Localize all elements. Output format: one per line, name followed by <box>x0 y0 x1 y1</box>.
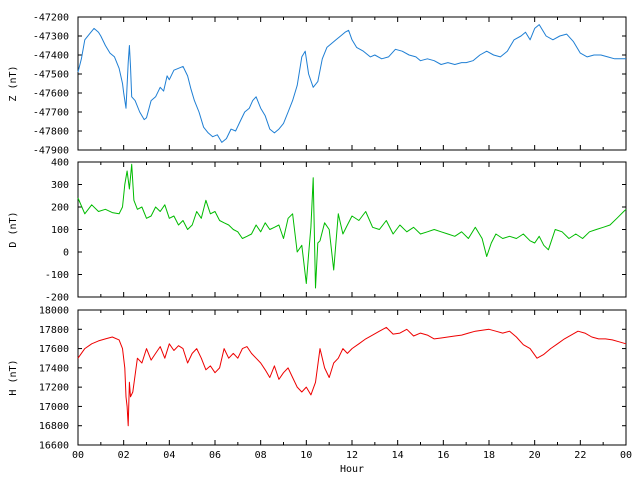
y-tick-label: 17400 <box>39 363 69 374</box>
y-tick-label: -47700 <box>33 108 69 119</box>
y-tick-label: -47300 <box>33 32 69 43</box>
y-tick-label: 100 <box>51 225 69 236</box>
y-tick-label: 17200 <box>39 383 69 394</box>
y-tick-label: -47800 <box>33 127 69 138</box>
y-tick-label: -47600 <box>33 89 69 100</box>
y-tick-label: 400 <box>51 158 69 169</box>
x-tick-label: 16 <box>437 450 449 461</box>
y-tick-label: 17600 <box>39 344 69 355</box>
y-tick-label: -100 <box>45 270 69 281</box>
y-axis-label: H (nT) <box>8 359 19 395</box>
x-tick-label: 10 <box>300 450 312 461</box>
y-tick-label: -47200 <box>33 13 69 24</box>
y-tick-label: 18000 <box>39 306 69 317</box>
panel-frame <box>77 309 627 446</box>
y-tick-label: 17800 <box>39 325 69 336</box>
panel-2: 18000 17800 17600 17400 17200 17000 16800 16600… <box>8 306 627 452</box>
x-tick-label: 00 <box>620 450 632 461</box>
x-tick-label: 08 <box>255 450 267 461</box>
series-line <box>77 163 627 289</box>
y-tick-label: 16600 <box>39 441 69 452</box>
y-tick-label: -47400 <box>33 51 69 62</box>
panel-frame <box>77 16 627 151</box>
y-tick-label: 300 <box>51 180 69 191</box>
y-tick-label: 200 <box>51 203 69 214</box>
x-axis-label: Hour <box>340 464 364 475</box>
x-tick-label: 06 <box>209 450 221 461</box>
x-tick-label: 02 <box>118 450 130 461</box>
x-tick-label: 14 <box>392 450 404 461</box>
panel-frame <box>77 161 627 298</box>
y-tick-label: -47900 <box>33 146 69 157</box>
x-tick-label: 22 <box>574 450 586 461</box>
x-tick-label: 04 <box>163 450 175 461</box>
series-line <box>77 326 627 427</box>
y-axis-label: D (nT) <box>8 211 19 247</box>
y-tick-label: -200 <box>45 293 69 304</box>
x-tick-label: 12 <box>346 450 358 461</box>
y-tick-label: 17000 <box>39 402 69 413</box>
x-tick-label: 18 <box>483 450 495 461</box>
y-tick-label: 0 <box>63 248 69 259</box>
panel-1: 400 300 200 100 0 -100 -200 D (nT) <box>8 158 627 304</box>
series-line <box>77 24 626 143</box>
y-tick-label: -47500 <box>33 70 69 81</box>
x-tick-label: 20 <box>529 450 541 461</box>
x-tick-label: 00 <box>72 450 84 461</box>
panel-0: -47200 -47300 -47400 -47500 -47600 -47700 -478… <box>8 13 627 157</box>
y-tick-label: 16800 <box>39 421 69 432</box>
y-axis-label: Z (nT) <box>8 65 19 101</box>
